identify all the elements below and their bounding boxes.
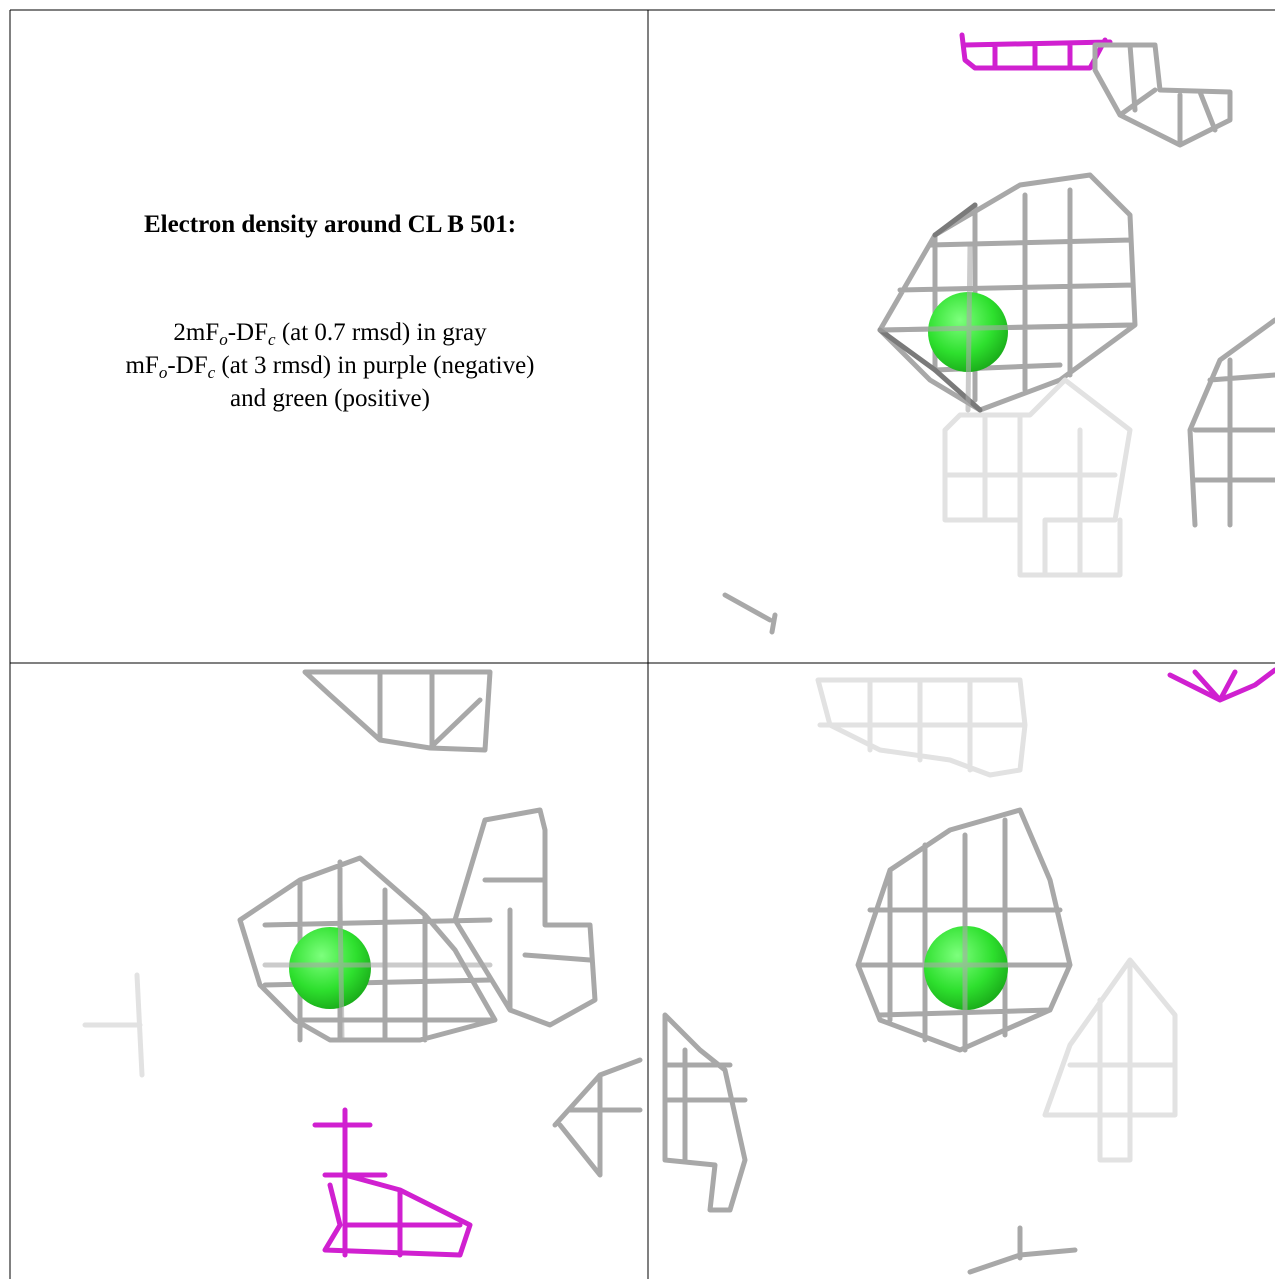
legend-text: (at 0.7 rmsd) in gray (276, 319, 488, 346)
bond (725, 595, 775, 632)
density-view (85, 672, 640, 1255)
chloride-atom (289, 927, 371, 1009)
subscript: o (159, 363, 168, 382)
gray-mesh (1190, 320, 1275, 525)
negative-mesh (1170, 670, 1275, 700)
legend-text: and green (positive) (230, 385, 430, 412)
legend-line: mFo-DFc (at 3 rmsd) in purple (negative) (125, 352, 534, 382)
density-view (665, 670, 1275, 1272)
legend-text: mF (125, 352, 158, 379)
gray-mesh (1045, 960, 1175, 1160)
gray-mesh (818, 680, 1025, 775)
gray-mesh (1095, 45, 1230, 145)
gray-mesh (555, 1060, 640, 1175)
legend-text: (at 3 rmsd) in purple (negative) (215, 352, 534, 379)
legend-text: -DF (167, 352, 207, 379)
legend-text: 2mF (173, 319, 219, 346)
bond (970, 1228, 1075, 1272)
gray-mesh (945, 380, 1130, 575)
gray-mesh (880, 245, 1133, 410)
gray-mesh (880, 175, 1135, 410)
bond (85, 975, 142, 1075)
gray-mesh (455, 810, 595, 1025)
gray-mesh (240, 858, 495, 1040)
title: Electron density around CL B 501: (144, 211, 516, 238)
density-view (725, 35, 1275, 632)
legend-text: -DF (228, 319, 268, 346)
legend-line: 2mFo-DFc (at 0.7 rmsd) in gray (173, 319, 487, 349)
legend-line: and green (positive) (230, 385, 430, 412)
subscript: o (219, 330, 228, 349)
negative-mesh (315, 1110, 470, 1255)
gray-mesh (305, 672, 490, 750)
figure: Electron density around CL B 501: 2mFo-D… (0, 0, 1275, 1279)
gray-mesh (665, 1015, 745, 1210)
negative-mesh (962, 35, 1110, 68)
page: Electron density around CL B 501: 2mFo-D… (0, 0, 1275, 1279)
